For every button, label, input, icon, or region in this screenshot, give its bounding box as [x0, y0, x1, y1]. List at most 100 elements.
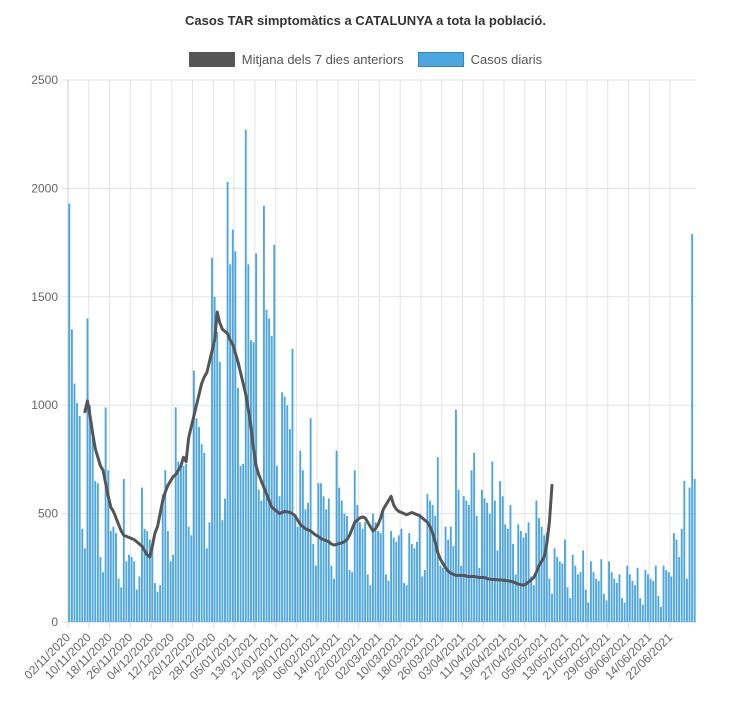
bar	[532, 585, 535, 622]
bar	[83, 548, 86, 622]
legend-label-daily: Casos diaris	[470, 52, 543, 67]
bar	[597, 580, 600, 622]
bar	[470, 470, 473, 622]
legend-label-average: Mitjana dels 7 dies anteriors	[241, 52, 404, 67]
bar	[291, 348, 294, 622]
bar	[384, 574, 387, 622]
bar	[592, 572, 595, 622]
bar	[166, 530, 169, 622]
bar	[242, 463, 245, 622]
bar	[229, 264, 232, 622]
bar	[288, 429, 291, 622]
bar	[436, 457, 439, 622]
bar	[496, 550, 499, 622]
bar	[156, 591, 159, 622]
bar	[499, 481, 502, 622]
bar	[130, 556, 133, 622]
bar	[626, 565, 629, 622]
bar	[576, 574, 579, 622]
bar	[237, 387, 239, 622]
bar	[340, 500, 343, 622]
bar	[525, 533, 527, 622]
bar	[605, 600, 608, 622]
bar	[281, 392, 284, 622]
bar	[109, 530, 112, 622]
y-tick-label: 1000	[31, 398, 58, 412]
bar	[685, 578, 688, 622]
bar	[190, 535, 193, 622]
bar	[333, 578, 335, 622]
bar	[673, 533, 675, 622]
bar	[613, 578, 616, 622]
legend-swatch-average	[188, 52, 235, 67]
bar	[161, 494, 164, 622]
bar	[99, 556, 102, 622]
bar	[600, 559, 603, 622]
bar	[104, 407, 107, 622]
bar	[120, 587, 123, 622]
bar	[78, 416, 81, 622]
bar	[86, 318, 89, 622]
bar	[195, 418, 198, 622]
bar	[73, 383, 76, 622]
bar	[540, 526, 543, 622]
bar	[587, 602, 590, 622]
bar	[675, 539, 678, 622]
bar	[455, 409, 457, 622]
bar	[628, 574, 631, 622]
bar	[670, 576, 673, 622]
bar	[491, 461, 494, 622]
bar	[504, 524, 507, 622]
bar	[314, 565, 317, 622]
bar	[159, 585, 162, 622]
bar	[634, 585, 636, 622]
bar	[558, 561, 561, 622]
bar	[683, 481, 686, 622]
bar	[260, 500, 263, 622]
bar	[182, 465, 185, 622]
bar	[369, 585, 372, 622]
bar	[309, 418, 312, 622]
bar	[602, 593, 605, 622]
bar	[527, 522, 530, 622]
bar	[343, 513, 346, 622]
legend-swatch-daily	[417, 52, 464, 67]
bar	[465, 500, 468, 622]
y-tick-label: 2500	[31, 73, 58, 87]
legend-item-daily[interactable]: Casos diaris	[417, 52, 543, 67]
bar	[198, 426, 200, 622]
bar	[431, 504, 434, 622]
bar	[564, 539, 566, 622]
bar	[644, 569, 647, 622]
bar	[187, 526, 190, 622]
bar	[231, 229, 234, 623]
bar	[553, 548, 556, 622]
bar	[517, 524, 520, 622]
bar	[102, 572, 104, 622]
bar	[387, 580, 390, 622]
legend-item-average[interactable]: Mitjana dels 7 dies anteriors	[188, 52, 404, 67]
bar	[621, 598, 623, 622]
bar	[250, 340, 252, 622]
bar	[192, 370, 195, 622]
bar	[514, 574, 517, 622]
bar	[530, 576, 533, 622]
bar	[294, 515, 297, 622]
bar	[506, 528, 509, 622]
bar	[262, 205, 265, 622]
bar	[94, 481, 97, 622]
bar	[405, 585, 408, 622]
bar	[488, 513, 491, 622]
bar	[320, 483, 322, 622]
bar	[312, 543, 315, 622]
bar	[224, 498, 226, 622]
bar	[257, 489, 260, 622]
bar	[265, 309, 268, 622]
bar	[509, 504, 512, 622]
bar	[493, 500, 496, 622]
bar	[410, 543, 413, 622]
bar	[377, 530, 380, 622]
bar	[146, 530, 149, 622]
bar	[304, 509, 307, 622]
bar	[70, 329, 73, 622]
